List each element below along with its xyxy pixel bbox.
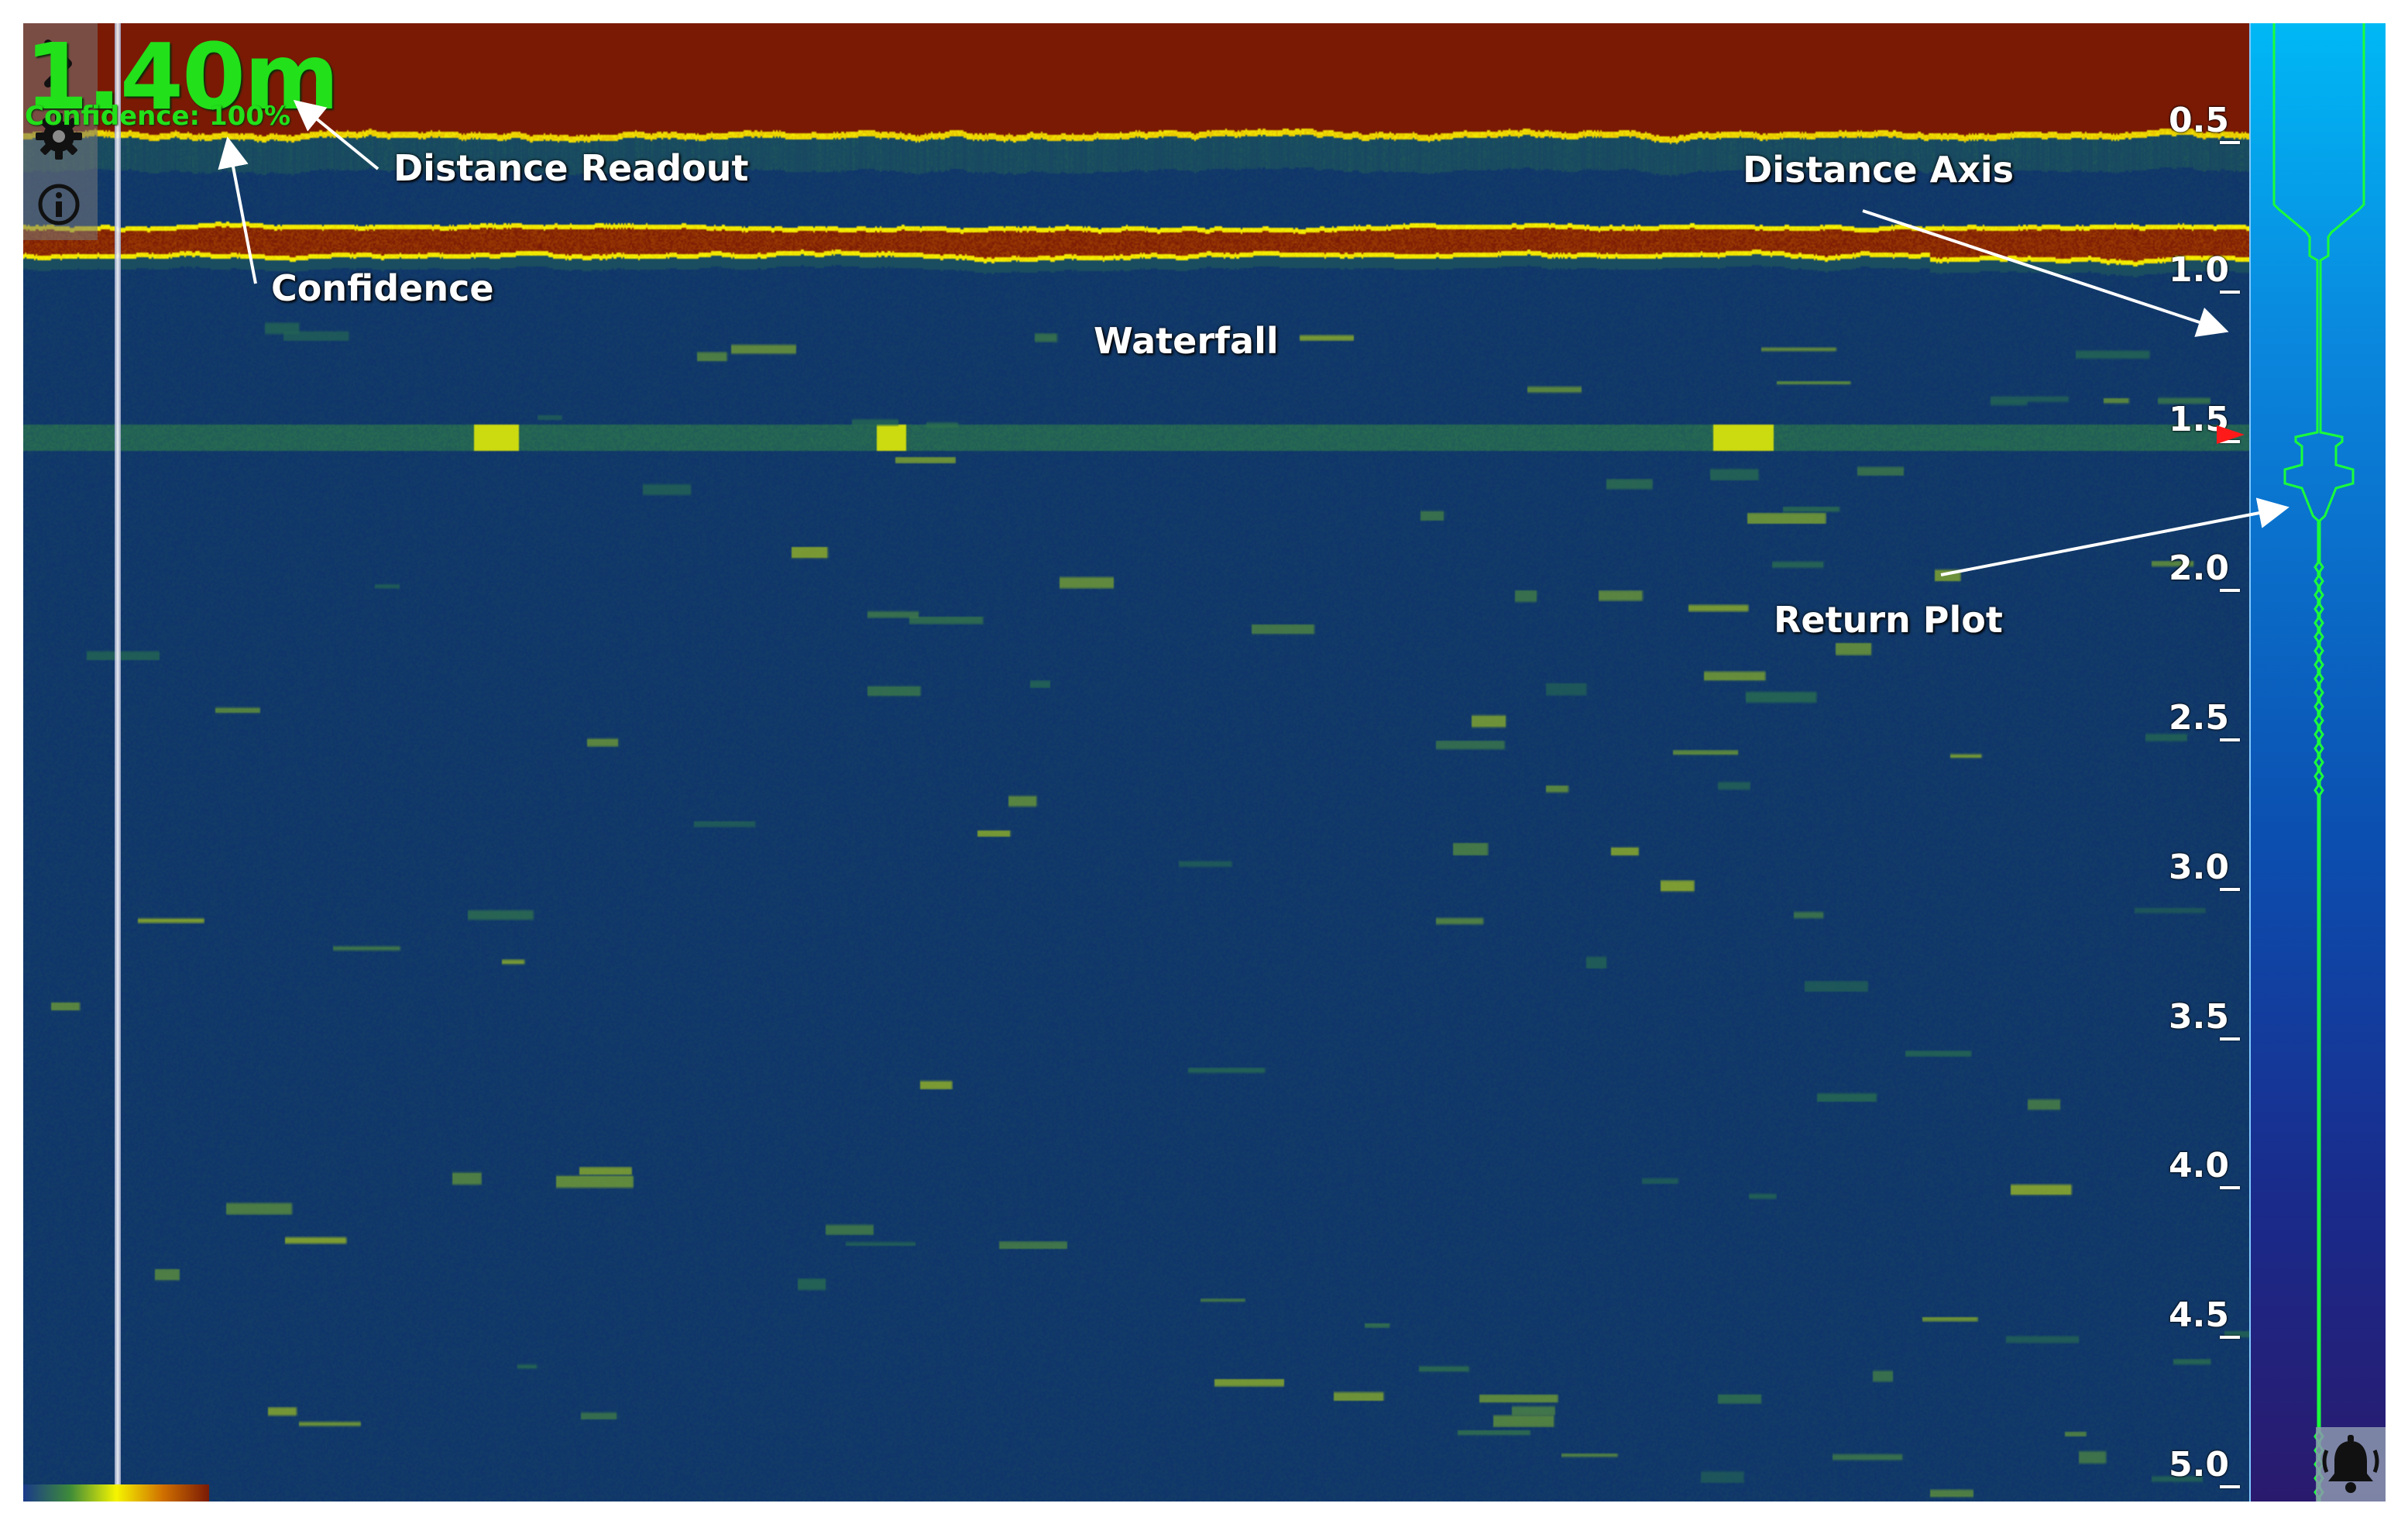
axis-tick-label: 3.0 <box>2169 847 2229 887</box>
return-plot <box>2272 23 2365 1502</box>
settings-button[interactable] <box>31 108 87 164</box>
waterfall-view[interactable] <box>23 23 2249 1502</box>
axis-tick-label: 4.0 <box>2169 1146 2229 1186</box>
bell-icon <box>2322 1435 2379 1493</box>
axis-tick-label: 2.0 <box>2169 549 2229 589</box>
axis-tick-label: 1.0 <box>2169 249 2229 290</box>
axis-tick-label: 5.0 <box>2169 1444 2229 1484</box>
info-icon <box>38 184 80 225</box>
waterfall-canvas[interactable] <box>23 23 2249 1502</box>
info-button[interactable] <box>31 177 87 232</box>
distance-readout: 1.40m <box>25 23 339 130</box>
side-toolbar <box>23 23 98 240</box>
ping-viewer-app: 0.5 1.0 1.5 2.0 2.5 3.0 3.5 4.0 4.5 5.0 <box>23 23 2386 1502</box>
confidence-readout: Confidence: 100% <box>25 101 291 132</box>
gear-icon <box>36 113 82 160</box>
chevron-right-icon <box>44 40 72 88</box>
axis-tick-label: 4.5 <box>2169 1295 2229 1335</box>
distance-marker <box>2217 425 2245 445</box>
return-plot-panel <box>2249 23 2386 1502</box>
expand-button[interactable] <box>31 36 87 91</box>
return-plot-line <box>2272 23 2365 1502</box>
cursor-line[interactable] <box>115 23 121 1502</box>
axis-tick-label: 2.5 <box>2169 698 2229 738</box>
axis-tick-label: 3.5 <box>2169 996 2229 1037</box>
colormap-bar <box>23 1484 209 1502</box>
alarm-button[interactable] <box>2316 1427 2386 1502</box>
axis-tick-label: 0.5 <box>2169 101 2229 141</box>
